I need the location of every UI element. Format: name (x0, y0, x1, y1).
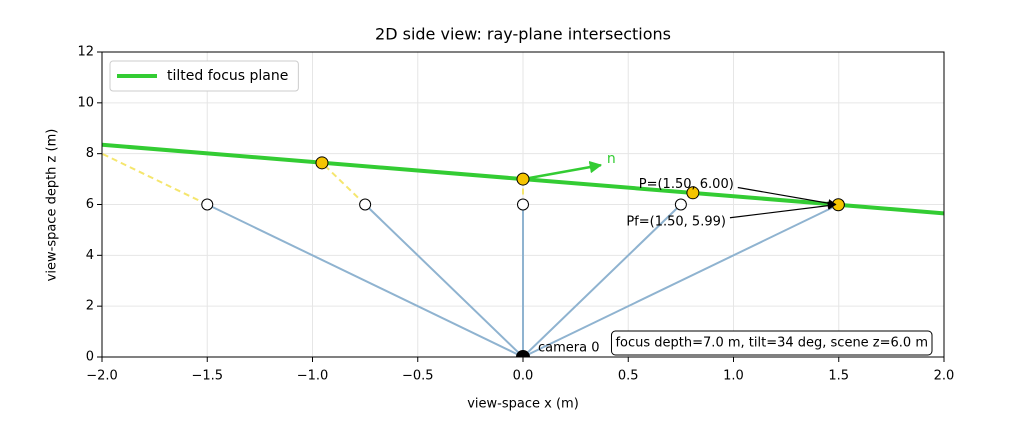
camera-marker (516, 350, 530, 357)
ray-extension (321, 162, 366, 206)
normal-arrow (522, 160, 603, 181)
intersection-point (315, 156, 329, 170)
normal-label: n (607, 151, 616, 167)
intersection-point (686, 186, 700, 200)
overlay: n camera 0 P=(1.50, 6.00) Pf=(1.50, 5.99) fo… (109, 60, 933, 356)
ray (364, 203, 524, 357)
ray (206, 203, 524, 357)
legend-box (109, 60, 299, 92)
y-tick-label: 12 (77, 45, 94, 60)
x-tick-label: −2.0 (86, 369, 118, 384)
x-tick-label: −1.0 (297, 369, 329, 384)
scene-point (201, 198, 214, 211)
ray (522, 203, 682, 357)
scene-point (674, 198, 687, 211)
x-tick-label: 0.5 (618, 369, 639, 384)
y-axis-label: view-space depth z (m) (45, 129, 60, 282)
ray-extension (102, 152, 208, 206)
x-axis-label: view-space x (m) (467, 397, 579, 412)
legend-label: tilted focus plane (167, 68, 288, 84)
y-tick-label: 6 (86, 197, 94, 212)
y-tick-label: 8 (86, 146, 94, 161)
annotation: P=(1.50, 6.00) (639, 177, 734, 192)
chart-title: 2D side view: ray-plane intersections (375, 25, 671, 44)
y-tick-label: 2 (86, 299, 94, 314)
camera-label: camera 0 (538, 341, 600, 356)
annotation: Pf=(1.50, 5.99) (626, 214, 726, 229)
annotation-arrow (729, 201, 837, 219)
y-tick-label: 4 (86, 248, 94, 263)
ray (522, 203, 840, 357)
annotation-arrow (737, 186, 837, 208)
scene-point (359, 198, 372, 211)
info-box (610, 330, 933, 356)
x-tick-label: −0.5 (402, 369, 434, 384)
intersection-point (516, 172, 530, 186)
x-tick-label: 1.0 (723, 369, 744, 384)
x-tick-label: 1.5 (828, 369, 849, 384)
scene-point (517, 198, 529, 211)
x-tick-label: 2.0 (934, 369, 955, 384)
x-tick-label: −1.5 (191, 369, 223, 384)
y-tick-label: 10 (77, 95, 94, 110)
y-tick-label: 0 (86, 350, 94, 365)
info-text: focus depth=7.0 m, tilt=34 deg, scene z=… (615, 336, 928, 351)
x-tick-label: 0.0 (513, 369, 534, 384)
